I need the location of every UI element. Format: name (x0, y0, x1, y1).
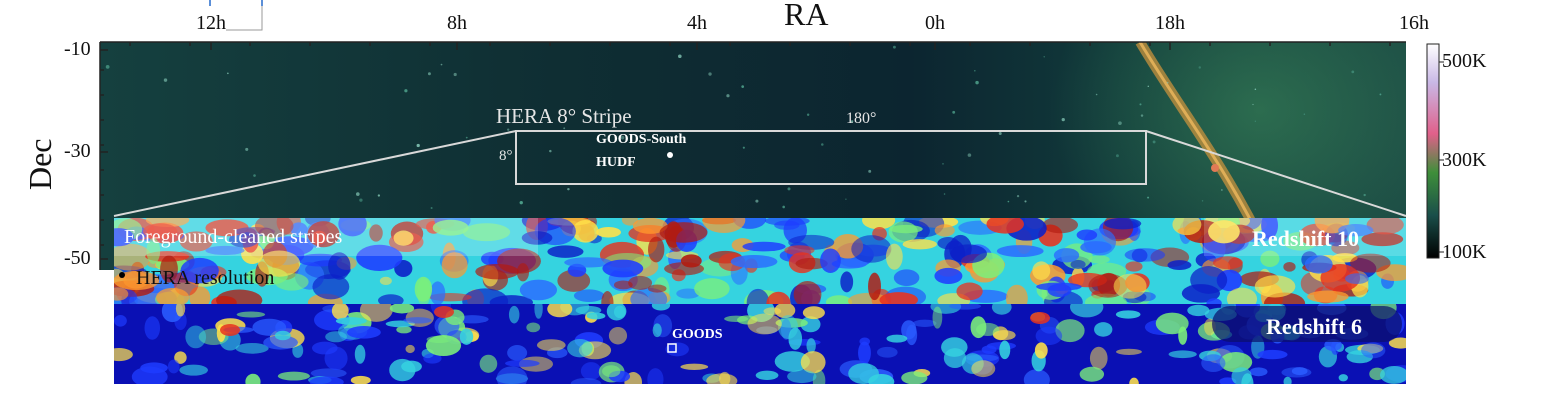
ra-tick-label: 4h (687, 12, 707, 34)
redshift-6-label: Redshift 6 (1266, 314, 1362, 339)
ra-tick-label: 12h (196, 12, 226, 34)
hudf-marker (667, 152, 673, 158)
colorbar (1426, 43, 1444, 259)
hera-stripe-outline (113, 130, 1407, 217)
redshift-10-label: Redshift 10 (1252, 226, 1359, 251)
stripe-length-label: 180° (846, 110, 877, 127)
goods-south-label: GOODS-South (596, 132, 687, 147)
ra-tick-label: 18h (1155, 12, 1185, 34)
hera-resolution-dot (119, 272, 125, 278)
goods-marker (667, 343, 677, 353)
stripe-width-label: 8° (499, 148, 513, 164)
dec-tick-label: -50 (64, 247, 91, 269)
stripe-title: HERA 8° Stripe (496, 104, 632, 128)
goods-label: GOODS (672, 327, 723, 342)
hudf-label: HUDF (596, 155, 636, 170)
ra-tick-label: 0h (925, 12, 945, 34)
dec-tick-label: -10 (64, 38, 91, 60)
ra-tick-label: 16h (1399, 12, 1429, 34)
colorbar-label: 300K (1442, 149, 1487, 171)
dec-tick-label: -30 (64, 140, 91, 162)
redshift-6-panel (114, 304, 1406, 384)
colorbar-label: 100K (1442, 241, 1487, 263)
hera-resolution-label: HERA resolution (136, 267, 275, 289)
y-axis-title: Dec (22, 138, 58, 190)
corner-connector-icon (209, 0, 263, 31)
foreground-cleaned-label: Foreground-cleaned stripes (124, 226, 343, 248)
redshift-10-panel (114, 218, 1406, 304)
ra-tick-label: 8h (447, 12, 467, 34)
x-axis-title: RA (784, 0, 829, 32)
axis-frame (99, 41, 1406, 270)
colorbar-label: 500K (1442, 50, 1487, 72)
